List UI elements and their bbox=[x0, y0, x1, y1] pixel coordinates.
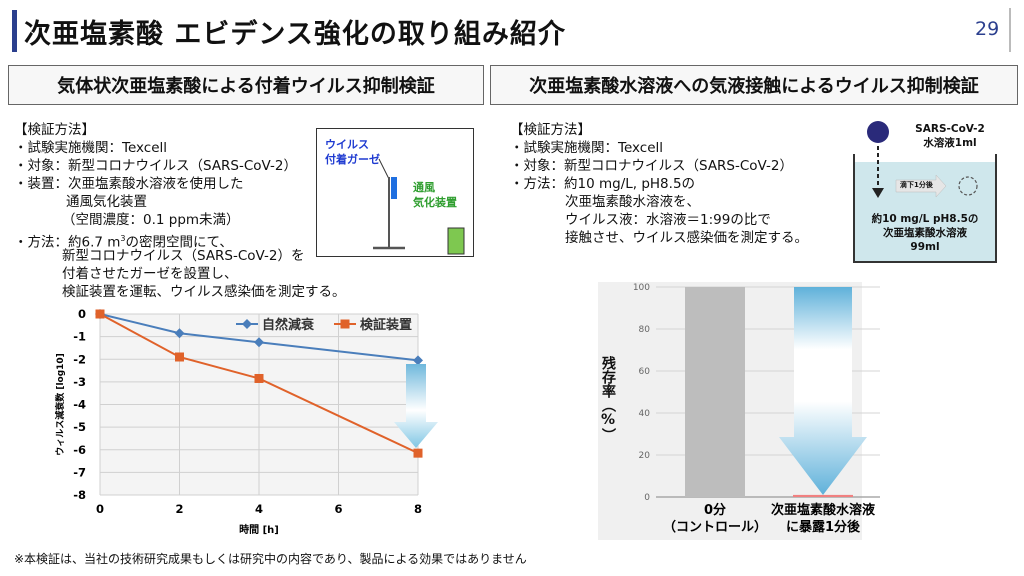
line-chart-ytick: -6 bbox=[73, 443, 86, 457]
decrease-arrow-icon bbox=[779, 287, 867, 495]
line-chart-xtick: 0 bbox=[96, 502, 104, 516]
line-chart-ytick: -1 bbox=[73, 330, 86, 344]
gauze-label-1: ウイルス bbox=[325, 138, 369, 151]
line-point bbox=[413, 448, 423, 458]
virus-label-1: SARS-CoV-2 bbox=[915, 123, 985, 135]
reduction-arrow-icon bbox=[394, 364, 438, 448]
virus-droplet-icon bbox=[867, 121, 889, 143]
bar-chart-ylabel: 残存率（%） bbox=[600, 356, 616, 442]
line-chart-xtick: 2 bbox=[175, 502, 183, 516]
line-point bbox=[174, 328, 185, 339]
device-label-2: 気化装置 bbox=[413, 196, 457, 209]
line-chart-ylabel: ウィルス減衰数 [log10] bbox=[54, 353, 66, 456]
right-line-2: ・対象：新型コロナウイルス（SARS-CoV-2） bbox=[510, 158, 793, 174]
line-point bbox=[95, 309, 105, 319]
bar-chart-category-label: 次亜塩素酸水溶液 bbox=[771, 502, 875, 518]
bar-chart-ytick: 20 bbox=[639, 451, 651, 461]
line-chart-xlabel: 時間 [h] bbox=[239, 523, 279, 536]
bar-chart-category-label: 0分 bbox=[704, 502, 726, 518]
line-chart: 0 -1 -2 -3 -4 -5 -6 -7 -8 0 2 4 6 8 自然減衰 検証装置 時間 [h] ウ… bbox=[54, 307, 438, 536]
line-point bbox=[254, 337, 264, 348]
left-line-6: 新型コロナウイルス（SARS-CoV-2）を bbox=[62, 248, 305, 264]
left-line-7: 付着させたガーゼを設置し、 bbox=[62, 266, 238, 282]
solution-label-2: 次亜塩素酸水溶液 bbox=[883, 227, 967, 239]
left-method-line: ・方法：約6.7 m3の密閉空間にて、 bbox=[14, 230, 233, 252]
bar-chart-ytick: 60 bbox=[639, 367, 651, 377]
legend-label: 検証装置 bbox=[360, 317, 412, 333]
bar-chart-category-label: （コントロール） bbox=[663, 519, 767, 535]
apparatus-drawing bbox=[373, 158, 465, 255]
gauze-label-2: 付着ガーゼ bbox=[325, 153, 380, 166]
apparatus-diagram: ウイルス 付着ガーゼ 通風 気化装置 bbox=[316, 128, 474, 257]
legend-marker bbox=[242, 319, 252, 329]
line-series-2 bbox=[99, 313, 419, 455]
line-chart-xtick: 4 bbox=[255, 502, 263, 516]
line-chart-ytick: -3 bbox=[73, 375, 86, 389]
line-chart-ytick: -8 bbox=[73, 488, 86, 502]
left-line-1: ・試験実施機関：Texcell bbox=[14, 140, 168, 156]
dispersed-virus-icon bbox=[958, 176, 978, 196]
left-line-8: 検証装置を運転、ウイルス感染価を測定する。 bbox=[62, 284, 346, 300]
line-point bbox=[413, 355, 423, 366]
line-chart-ytick: -7 bbox=[73, 465, 86, 479]
legend-label: 自然減衰 bbox=[262, 317, 315, 333]
time-arrow-icon bbox=[895, 174, 947, 198]
page-number: 29 bbox=[975, 18, 1000, 40]
left-method-sup: 3 bbox=[120, 234, 126, 243]
bar-2 bbox=[793, 494, 853, 497]
device-label-1: 通風 bbox=[413, 181, 435, 194]
virus-label-2: 水溶液1ml bbox=[923, 137, 977, 149]
right-line-3: ・方法：約10 mg/L, pH8.5の bbox=[510, 176, 696, 192]
line-chart-ytick: 0 bbox=[78, 307, 86, 321]
bar-chart-category-label: に暴露1分後 bbox=[786, 519, 861, 535]
left-line-2: ・対象：新型コロナウイルス（SARS-CoV-2） bbox=[14, 158, 297, 174]
cup-outline bbox=[853, 154, 997, 263]
line-chart-ytick: -5 bbox=[73, 420, 86, 434]
legend-marker bbox=[340, 319, 350, 329]
left-line-4: 通風気化装置 bbox=[66, 194, 147, 210]
line-point bbox=[175, 352, 184, 362]
line-chart-xtick: 8 bbox=[414, 502, 422, 516]
gauze-icon bbox=[391, 177, 397, 199]
bar-chart-ytick: 80 bbox=[639, 325, 651, 335]
page-title: 次亜塩素酸 エビデンス強化の取り組み紹介 bbox=[24, 19, 566, 50]
right-section-heading: 次亜塩素酸水溶液への気液接触によるウイルス抑制検証 bbox=[490, 65, 1018, 105]
right-line-1: ・試験実施機関：Texcell bbox=[510, 140, 664, 156]
bar-chart-ytick: 40 bbox=[639, 409, 651, 419]
solution-diagram: SARS-CoV-2 水溶液1ml 滴下1分後 約10 mg/L pH8.5の … bbox=[852, 118, 998, 264]
title-divider bbox=[1009, 8, 1011, 52]
bar-chart-ytick: 100 bbox=[633, 283, 650, 293]
device-icon bbox=[447, 227, 465, 255]
line-series-1 bbox=[99, 313, 419, 362]
solution-label-1: 約10 mg/L pH8.5の bbox=[871, 213, 979, 225]
line-chart-xtick: 6 bbox=[334, 502, 342, 516]
drop-label: 滴下1分後 bbox=[900, 181, 933, 189]
right-line-5: ウイルス液：水溶液＝1:99の比で bbox=[565, 212, 771, 228]
line-chart-ytick: -4 bbox=[73, 398, 86, 412]
line-point bbox=[254, 373, 264, 383]
right-line-6: 接触させ、ウイルス感染価を測定する。 bbox=[565, 230, 808, 246]
left-line-3: ・装置：次亜塩素酸水溶液を使用した bbox=[14, 176, 244, 192]
solution-label-3: 99ml bbox=[910, 241, 940, 253]
cup-drawing bbox=[853, 121, 997, 263]
right-line-4: 次亜塩素酸水溶液を、 bbox=[565, 194, 700, 210]
left-line-5: （空間濃度：0.1 ppm未満） bbox=[62, 212, 240, 228]
footnote: ※本検証は、当社の技術研究成果もしくは研究中の内容であり、製品による効果ではあり… bbox=[14, 552, 527, 566]
left-method-prefix: ・方法：約6.7 m bbox=[14, 234, 121, 251]
title-accent-bar bbox=[12, 10, 17, 52]
line-chart-ytick: -2 bbox=[73, 352, 86, 366]
left-method-title: 【検証方法】 bbox=[14, 122, 95, 138]
bar-chart-ytick: 0 bbox=[644, 493, 650, 503]
right-method-title: 【検証方法】 bbox=[510, 122, 591, 138]
left-method-suffix: の密閉空間にて、 bbox=[125, 234, 233, 251]
gauze-pointer bbox=[378, 158, 390, 180]
bar-1 bbox=[685, 287, 745, 497]
drop-arrowhead-icon bbox=[872, 188, 884, 198]
left-section-heading: 気体状次亜塩素酸による付着ウイルス抑制検証 bbox=[8, 65, 484, 105]
